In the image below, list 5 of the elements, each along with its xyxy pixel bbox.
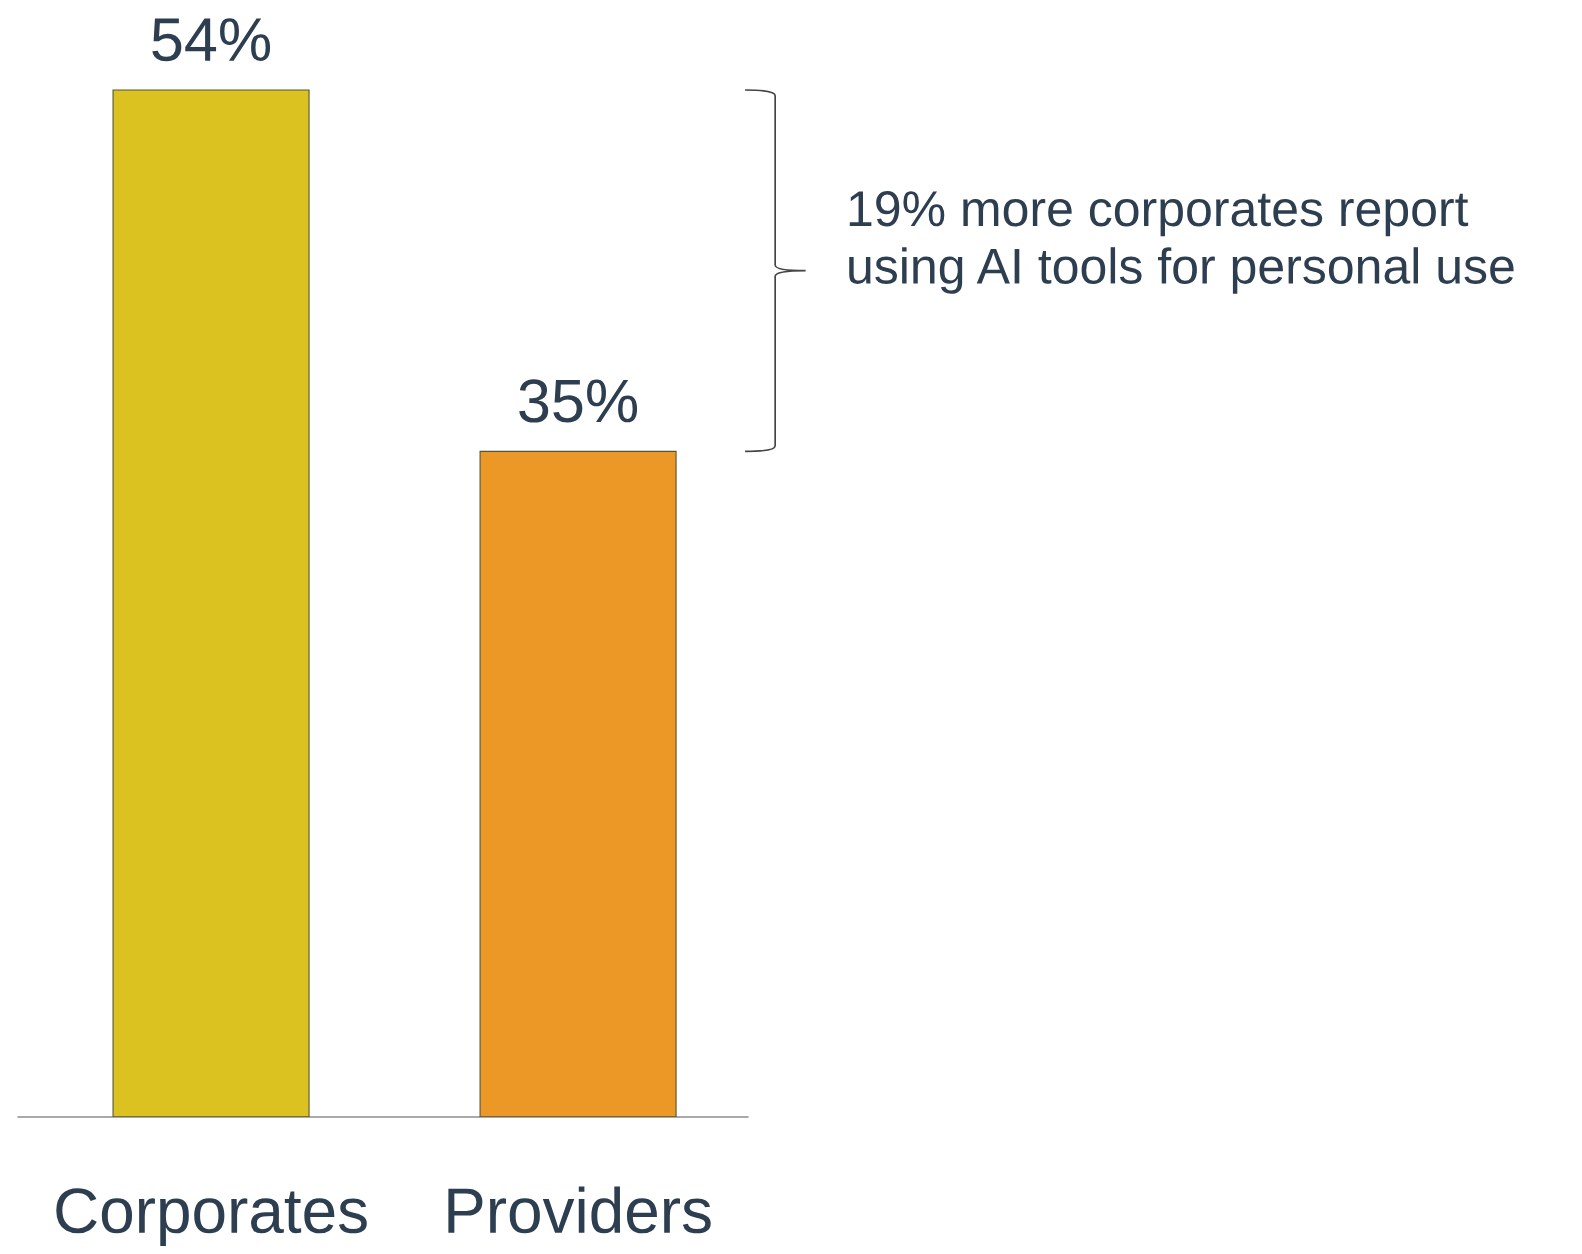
data-label: 54% <box>152 18 271 62</box>
x-tick-label: Providers <box>448 1186 711 1234</box>
x-tick-label: Corporates <box>56 1188 367 1246</box>
text: 19% more corporates report using AI tools for personal use <box>849 191 1514 294</box>
data-label: 35% <box>519 379 638 423</box>
